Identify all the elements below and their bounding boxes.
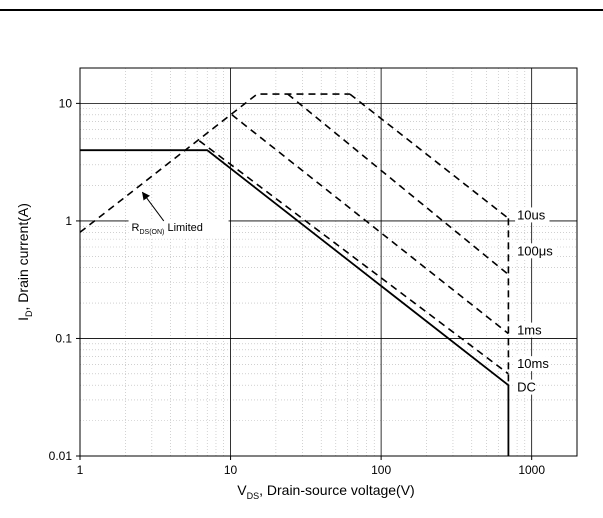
y-axis-label-sub: D	[24, 310, 34, 317]
series-line-dc	[80, 149, 510, 456]
y-tick-label: 0.1	[55, 331, 72, 345]
series-layer	[79, 93, 510, 456]
series-label: 10ms	[517, 356, 549, 371]
annotation-main: R	[132, 222, 140, 234]
series-line-10us	[349, 93, 509, 220]
series-label: 1ms	[517, 323, 542, 338]
x-axis-label-sub: DS	[247, 491, 260, 501]
series-label: 10us	[517, 207, 546, 222]
major-grid	[79, 68, 577, 457]
x-tick-label: 100	[371, 463, 391, 477]
series-label: DC	[517, 380, 536, 395]
x-axis-ticks: 1 10 100 1000	[77, 456, 545, 477]
minor-grid	[80, 67, 578, 456]
y-axis-ticks: 0.01 0.1 1 10	[49, 96, 80, 463]
x-tick-label: 1000	[518, 463, 545, 477]
y-axis-label-rest: , Drain current(A)	[15, 203, 31, 310]
series-label: 100μs	[517, 243, 553, 258]
top-rule	[0, 9, 603, 11]
x-axis-label-main: V	[237, 482, 247, 498]
x-axis-label: VDS, Drain-source voltage(V)	[237, 482, 414, 501]
annotation-background	[128, 219, 229, 238]
series-line-1ms	[231, 114, 509, 335]
annotation-arrow	[142, 191, 165, 222]
series-line-rds-on-limit	[79, 93, 350, 233]
annotation-sub: DS(ON)	[140, 229, 165, 236]
series-label-background	[515, 243, 558, 259]
series-label-background	[515, 322, 542, 338]
y-axis-label: ID, Drain current(A)	[15, 203, 34, 321]
x-axis-label-rest: , Drain-source voltage(V)	[259, 482, 415, 498]
rds-on-limited-annotation: RDS(ON) Limited	[128, 191, 229, 238]
y-tick-label: 1	[65, 214, 72, 228]
series-line-10ms	[198, 140, 509, 375]
series-labels: 10us 100μs 1ms 10ms DC	[515, 207, 558, 395]
x-tick-label: 10	[224, 463, 238, 477]
series-label-background	[515, 356, 550, 372]
y-axis-label-main: I	[15, 317, 31, 321]
y-tick-label: 0.01	[49, 449, 73, 463]
y-tick-label: 10	[59, 96, 73, 110]
annotation-rest: Limited	[164, 222, 203, 234]
x-tick-label: 1	[77, 463, 84, 477]
series-label-background	[515, 379, 535, 395]
plot-frame	[79, 67, 578, 457]
series-label-background	[515, 207, 550, 223]
annotation-label: RDS(ON) Limited	[132, 222, 203, 236]
